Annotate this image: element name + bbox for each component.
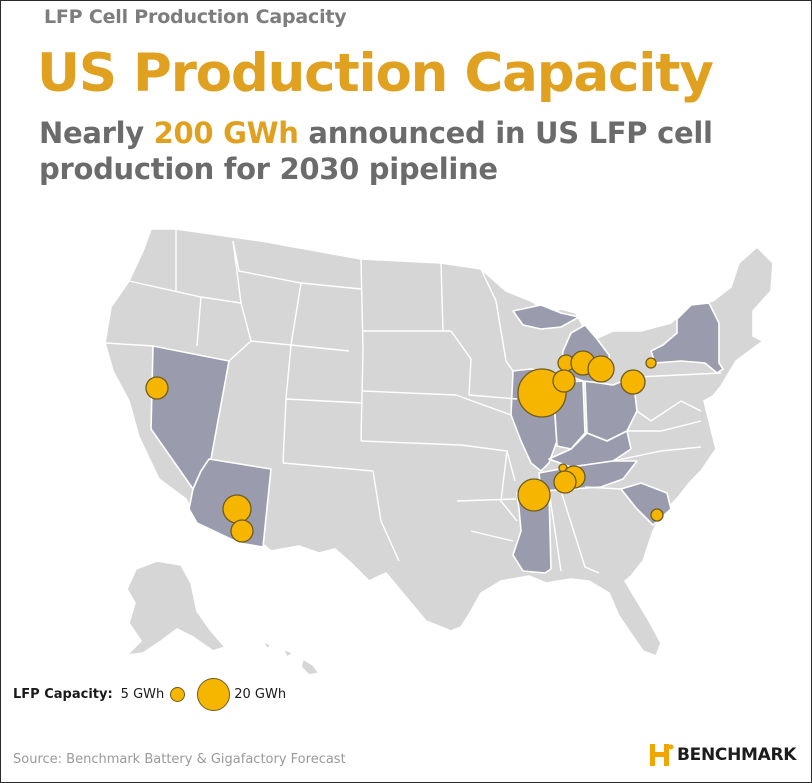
facility-bubble bbox=[553, 470, 577, 494]
benchmark-logo: BENCHMARK bbox=[649, 743, 796, 767]
state-michigan-upper bbox=[512, 304, 580, 330]
subtitle-highlight: 200 GWh bbox=[153, 116, 299, 150]
state-layer bbox=[104, 228, 774, 676]
legend: LFP Capacity: 5 GWh 20 GWh bbox=[13, 677, 286, 711]
kicker-title: LFP Cell Production Capacity bbox=[44, 6, 347, 28]
facility-bubble bbox=[145, 376, 169, 400]
state-new-york bbox=[650, 302, 724, 374]
legend-label: LFP Capacity: bbox=[13, 686, 113, 702]
facility-bubbles bbox=[145, 350, 664, 543]
us-landmass bbox=[104, 228, 774, 657]
facility-bubble bbox=[222, 494, 252, 524]
facility-bubble bbox=[645, 357, 657, 369]
facility-bubble bbox=[587, 355, 615, 383]
legend-large-text: 20 GWh bbox=[234, 686, 287, 702]
legend-small-text: 5 GWh bbox=[120, 686, 165, 702]
subtitle-pre: Nearly bbox=[39, 116, 154, 150]
legend-large-bubble bbox=[197, 677, 231, 711]
source-note: Source: Benchmark Battery & Gigafactory … bbox=[13, 752, 346, 767]
benchmark-logo-icon bbox=[650, 744, 674, 766]
legend-small-bubble bbox=[170, 686, 186, 702]
subtitle-post: announced in US LFP cell production for … bbox=[39, 116, 713, 186]
page-title: US Production Capacity bbox=[37, 43, 714, 104]
facility-bubble bbox=[552, 369, 576, 393]
state-alaska bbox=[126, 560, 226, 656]
facility-bubble bbox=[517, 478, 551, 512]
state-borders bbox=[104, 229, 722, 574]
facility-bubble bbox=[650, 508, 664, 522]
state-mississippi bbox=[512, 490, 552, 574]
facility-bubble bbox=[230, 519, 254, 543]
subtitle: Nearly 200 GWh announced in US LFP cell … bbox=[39, 115, 799, 187]
us-map bbox=[104, 228, 774, 676]
logo-text: BENCHMARK bbox=[677, 745, 797, 765]
state-hawaii bbox=[262, 640, 320, 676]
facility-bubble bbox=[620, 369, 646, 395]
